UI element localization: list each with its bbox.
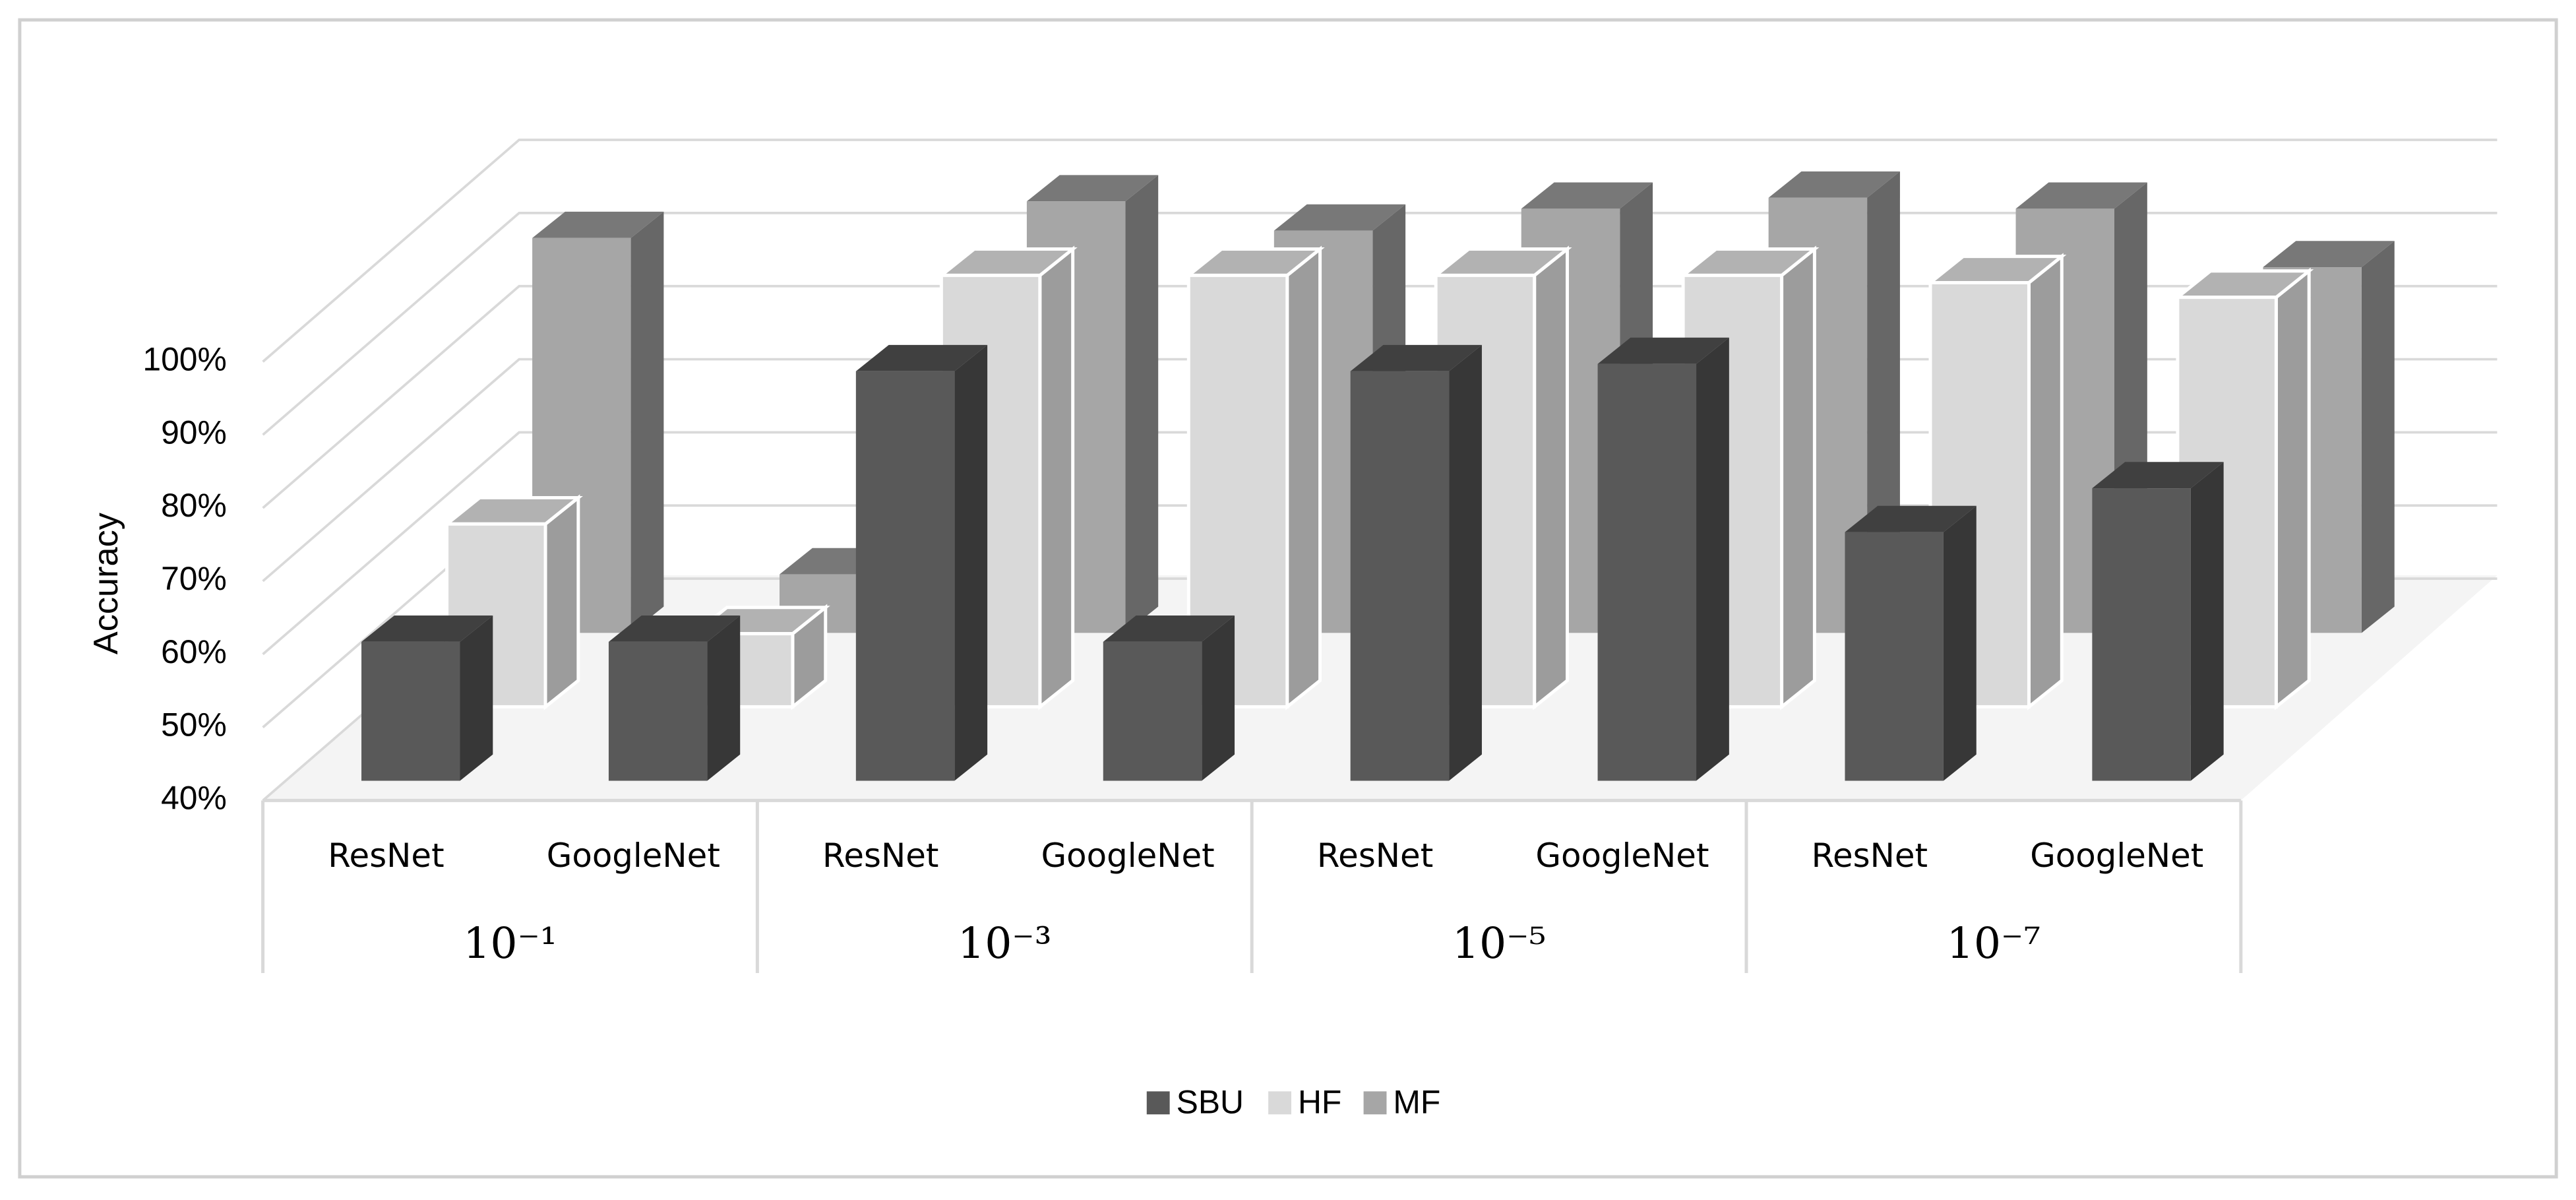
bar-top <box>1521 182 1653 209</box>
bar-top <box>1273 204 1406 231</box>
y-axis-title: Accuracy <box>87 512 125 654</box>
bar-top <box>1845 505 1977 532</box>
bar-top <box>532 211 664 238</box>
bar <box>1597 337 1729 781</box>
x-tick-label: ResNet <box>822 837 938 875</box>
y-tick-label: 50% <box>161 707 227 743</box>
y-tick-label: 70% <box>161 560 227 597</box>
x-tick-label: GoogleNet <box>2030 837 2203 875</box>
y-tick-label: 80% <box>161 487 227 524</box>
bar-side <box>460 616 493 781</box>
bar-top <box>608 616 741 642</box>
bar <box>532 211 664 633</box>
bar <box>2092 462 2224 781</box>
bar-side <box>1125 175 1159 633</box>
x-tick-label: ResNet <box>1812 837 1928 875</box>
bar <box>361 616 493 781</box>
bar-front <box>1845 532 1944 781</box>
bar-top <box>855 344 988 371</box>
bar-side <box>2274 267 2311 711</box>
bar-side <box>543 494 580 711</box>
bar-top <box>2263 241 2395 268</box>
bar-side <box>2190 462 2224 781</box>
group-label: 10⁻³ <box>958 919 1052 968</box>
y-tick-label: 90% <box>161 414 227 451</box>
bar-front <box>1350 371 1450 781</box>
bar <box>1350 344 1482 781</box>
legend-label: MF <box>1393 1083 1440 1120</box>
x-tick-label: GoogleNet <box>1041 837 1215 875</box>
bar-top <box>1350 344 1482 371</box>
bar-front <box>1597 363 1697 781</box>
grid-line <box>262 139 2498 363</box>
bar-top <box>361 616 493 642</box>
bar <box>1103 616 1235 781</box>
legend-swatch <box>1363 1091 1387 1115</box>
x-tick-label: GoogleNet <box>547 837 720 875</box>
bar-side <box>1449 344 1482 781</box>
bar <box>1845 505 1977 781</box>
legend-label: HF <box>1298 1083 1341 1120</box>
bar-top <box>2092 462 2224 489</box>
bar-front <box>361 641 460 781</box>
bar-front <box>855 371 955 781</box>
y-tick-label: 100% <box>142 340 226 377</box>
bar <box>1678 245 1820 711</box>
legend-swatch <box>1146 1091 1170 1115</box>
bar-front <box>2092 488 2191 781</box>
x-tick-label: ResNet <box>328 837 444 875</box>
bar-side <box>1285 245 1322 711</box>
bar-side <box>1038 245 1075 711</box>
bar-top <box>2015 182 2147 209</box>
y-tick-label: 60% <box>161 633 227 670</box>
bar <box>1925 253 2067 711</box>
bar-side <box>2361 241 2395 633</box>
bar-side <box>1696 337 1729 781</box>
bar-side <box>1943 505 1977 781</box>
bar-top <box>1768 171 1900 198</box>
bar-side <box>707 616 741 781</box>
group-label: 10⁻¹ <box>463 919 557 968</box>
x-tick-label: ResNet <box>1317 837 1433 875</box>
legend-swatch <box>1268 1091 1291 1115</box>
group-label: 10⁻⁵ <box>1452 919 1547 968</box>
bar-side <box>2027 253 2064 711</box>
bar <box>608 616 741 781</box>
legend-label: SBU <box>1177 1083 1244 1120</box>
bar-side <box>1533 245 1569 711</box>
bar-side <box>630 211 664 633</box>
bar-top <box>1103 616 1235 642</box>
group-label: 10⁻⁷ <box>1947 919 2041 968</box>
bar-top <box>1597 337 1729 364</box>
bar-front <box>1103 641 1202 781</box>
bar-side <box>954 344 988 781</box>
x-tick-label: GoogleNet <box>1535 837 1709 875</box>
bar-front <box>608 641 708 781</box>
bar-side <box>1780 245 1816 711</box>
bar <box>855 344 988 781</box>
y-tick-label: 40% <box>161 780 227 817</box>
bar-side <box>1202 616 1235 781</box>
bar-top <box>1026 175 1159 202</box>
